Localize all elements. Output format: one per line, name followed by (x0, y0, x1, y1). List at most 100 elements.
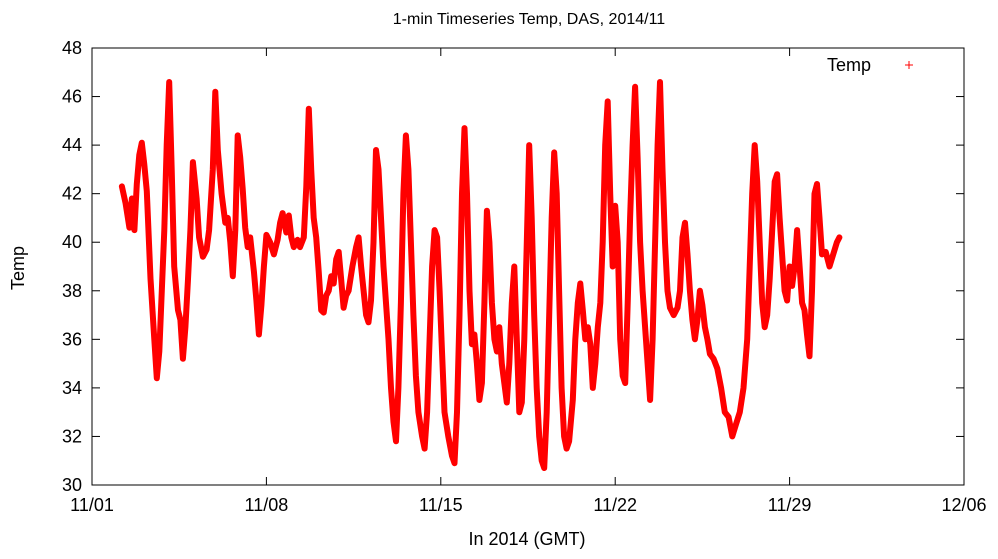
data-point (672, 313, 676, 317)
data-point (517, 410, 521, 414)
data-point (428, 337, 432, 341)
data-point (683, 221, 687, 225)
y-tick-label: 36 (62, 329, 82, 349)
data-point (281, 211, 285, 215)
data-point (638, 240, 642, 244)
data-point (798, 264, 802, 269)
data-point (124, 201, 128, 205)
data-point (157, 349, 161, 354)
data-point (409, 240, 413, 244)
data-point (675, 306, 680, 310)
data-point (357, 235, 361, 239)
data-point (668, 306, 672, 310)
data-point (631, 143, 635, 147)
data-point (532, 313, 536, 317)
data-point (477, 398, 481, 402)
data-point (487, 240, 491, 244)
data-point (648, 398, 652, 402)
data-point (576, 301, 580, 305)
data-point (653, 240, 657, 244)
data-point (611, 264, 615, 269)
x-ticks: 11/01 11/08 11/15 11/22 11/29 12/06 (70, 48, 987, 515)
y-tick-label: 30 (62, 475, 82, 495)
data-point (354, 245, 358, 249)
data-point (438, 289, 442, 293)
x-tick-label: 11/29 (768, 495, 812, 515)
data-point (399, 301, 403, 305)
data-point (145, 189, 149, 193)
data-point (820, 252, 824, 256)
data-point (391, 420, 396, 424)
data-point (384, 301, 388, 305)
data-point (460, 192, 464, 196)
data-point (472, 332, 476, 337)
data-point (322, 311, 326, 315)
data-point (588, 342, 592, 346)
data-point (663, 240, 667, 244)
data-point (411, 313, 415, 317)
data-point (734, 422, 738, 426)
y-axis-label: Temp (8, 246, 28, 290)
data-point (455, 410, 459, 414)
data-point (317, 269, 321, 273)
data-point (741, 386, 746, 390)
data-point (233, 228, 237, 232)
data-point (442, 410, 447, 414)
data-point (643, 325, 647, 329)
data-point (228, 240, 232, 244)
data-point (226, 216, 230, 220)
y-tick-label: 40 (62, 232, 82, 252)
data-point (396, 386, 400, 390)
data-point (723, 410, 727, 414)
plot-frame (91, 47, 965, 486)
data-point (788, 264, 792, 269)
data-point (678, 289, 682, 293)
data-point (262, 264, 266, 269)
data-point (530, 216, 534, 220)
data-point (515, 337, 519, 341)
y-tick-label: 48 (62, 38, 82, 58)
data-point (758, 240, 762, 244)
data-point (176, 308, 180, 312)
data-point (502, 381, 506, 385)
data-point (298, 245, 302, 249)
data-point (505, 400, 509, 405)
data-point (603, 143, 607, 147)
data-point (130, 196, 134, 201)
data-point (507, 362, 511, 366)
y-tick-label: 46 (62, 87, 82, 107)
data-point (540, 459, 544, 463)
data-point (623, 381, 627, 385)
data-point (656, 143, 660, 147)
data-point (195, 196, 199, 201)
data-point (557, 289, 561, 293)
data-point (314, 235, 318, 239)
data-point (778, 216, 782, 220)
data-point (616, 240, 620, 244)
data-point (495, 349, 499, 354)
data-point (695, 318, 700, 322)
data-point (160, 289, 164, 293)
data-point (430, 264, 434, 269)
data-point (525, 240, 529, 244)
y-tick-label: 44 (62, 135, 82, 155)
data-point (698, 289, 702, 293)
data-point (186, 279, 190, 283)
data-point (248, 235, 252, 239)
data-point (236, 133, 240, 137)
data-point (295, 238, 300, 242)
data-point (727, 415, 731, 419)
data-point (362, 289, 366, 293)
data-point (555, 192, 559, 196)
data-point (802, 308, 807, 312)
data-point (775, 172, 779, 176)
data-point (527, 143, 531, 147)
data-point (545, 410, 549, 414)
y-tick-label: 38 (62, 281, 82, 301)
data-point (510, 301, 514, 305)
data-point (347, 289, 351, 293)
legend: Temp (827, 55, 913, 75)
data-point (805, 332, 809, 337)
data-point (690, 318, 695, 322)
data-point (425, 410, 429, 414)
